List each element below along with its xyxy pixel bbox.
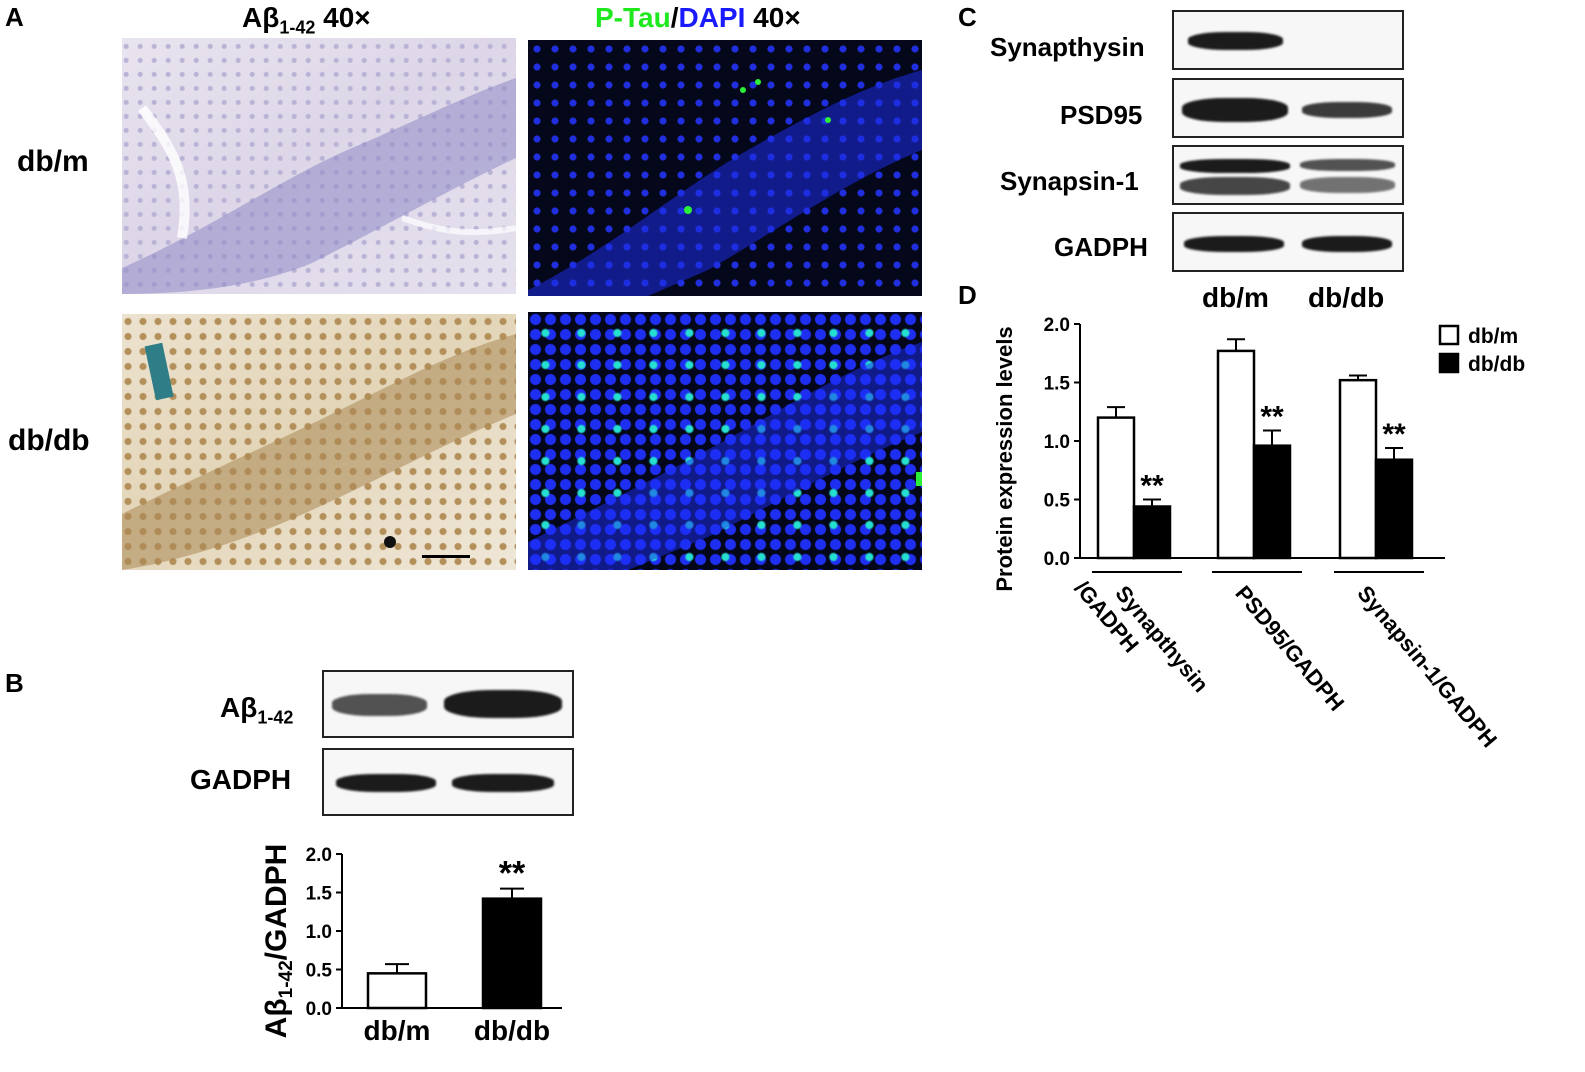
x-category-label: db/db [474, 1015, 550, 1046]
legend-swatch [1438, 324, 1460, 346]
bar-db/db [1132, 505, 1172, 560]
col1-title-sub: 1-42 [279, 17, 316, 38]
col2-title-tail: 40× [745, 2, 801, 33]
y-axis-label: Protein expression levels [992, 326, 1017, 591]
blot-gadph-c [1172, 212, 1404, 272]
fluorescence-image-dbm [528, 40, 922, 296]
significance-marker: ** [1140, 470, 1164, 503]
blot-label-abeta-sub: 1-42 [257, 707, 294, 728]
y-tick-label: 0.0 [1044, 549, 1070, 570]
blot-synapsin [1172, 145, 1404, 205]
col1-title-main: Aβ [242, 2, 280, 33]
blot-label-abeta-main: Aβ [220, 692, 258, 723]
blot-abeta [322, 670, 574, 738]
panel-d-letter: D [958, 280, 977, 310]
lane-label-dbm: db/m [1202, 282, 1269, 313]
legend-label: db/m [1468, 325, 1518, 348]
x-category-label: db/m [364, 1015, 431, 1046]
blot-label-psd95: PSD95 [1060, 100, 1143, 130]
y-tick-label: 1.0 [1044, 432, 1070, 453]
significance-marker: ** [1260, 400, 1284, 433]
y-tick-label: 1.5 [306, 884, 333, 905]
x-group-label-line: Synapsin-1/GADPH [1352, 581, 1502, 753]
panel-a-col1-title: Aβ1-42 40× [242, 2, 371, 39]
ihc-image-dbm [122, 38, 516, 294]
bar-db/m [1338, 378, 1378, 560]
lane-label-dbdb: db/db [1308, 282, 1385, 313]
row2-label: db/db [8, 424, 90, 457]
chart-d: 0.0 0.5 1.0 1.5 2.0 ** Synapthysin/GADPH ** PSD9… [992, 315, 1525, 753]
blot-psd95 [1172, 78, 1404, 138]
row1-label: db/m [17, 145, 89, 178]
ihc-image-dbdb [122, 314, 516, 570]
bar-db/db [481, 897, 543, 1010]
bar-db/m [366, 972, 428, 1010]
x-group-label: Synapthysin/GADPH [1070, 558, 1214, 715]
x-group-label: Synapsin-1/GADPH [1352, 581, 1502, 753]
y-axis-label: Aβ1-42/GADPH [260, 844, 297, 1039]
significance-marker: ** [1382, 418, 1406, 451]
bar-db/db [1252, 444, 1292, 560]
blot-label-gadph-b: GADPH [190, 764, 292, 795]
col2-title-slash: / [670, 2, 679, 33]
col1-title-tail: 40× [315, 2, 371, 33]
blot-label-abeta: Aβ1-42 [220, 692, 293, 729]
blot-label-gadph-c: GADPH [1054, 232, 1148, 262]
blot-label-synapthysin: Synapthysin [990, 32, 1145, 62]
y-tick-label: 0.0 [306, 999, 332, 1020]
chart-b: 0.0 0.5 1.0 1.5 2.0 db/m db/db ** Aβ1-42/GADPH [260, 844, 562, 1046]
legend-swatch [1438, 352, 1460, 374]
y-tick-label: 0.5 [1044, 491, 1071, 512]
panel-a-letter: A [5, 2, 24, 32]
col2-title-dapi: DAPI [678, 2, 746, 33]
blot-label-synapsin: Synapsin-1 [1000, 166, 1139, 196]
bar-db/m [1216, 349, 1256, 560]
legend-label: db/db [1468, 353, 1525, 376]
panel-c-letter: C [958, 2, 977, 32]
y-tick-label: 1.5 [1044, 374, 1071, 395]
panel-b-letter: B [5, 668, 24, 698]
significance-marker: ** [499, 855, 526, 893]
y-tick-label: 0.5 [306, 961, 333, 982]
x-group-label: PSD95/GADPH [1230, 581, 1349, 716]
col2-title-ptau: P-Tau [595, 2, 671, 33]
blot-gadph-b [322, 748, 574, 816]
blot-synapthysin [1172, 10, 1404, 70]
panel-a-col2-title: P-Tau/DAPI 40× [595, 2, 801, 34]
y-tick-label: 2.0 [1044, 315, 1070, 336]
bar-db/m [1096, 416, 1136, 560]
y-tick-label: 2.0 [306, 845, 332, 866]
x-group-label-line: PSD95/GADPH [1230, 581, 1349, 716]
y-tick-label: 1.0 [306, 922, 332, 943]
bar-db/db [1374, 458, 1414, 560]
fluorescence-image-dbdb [528, 312, 922, 570]
